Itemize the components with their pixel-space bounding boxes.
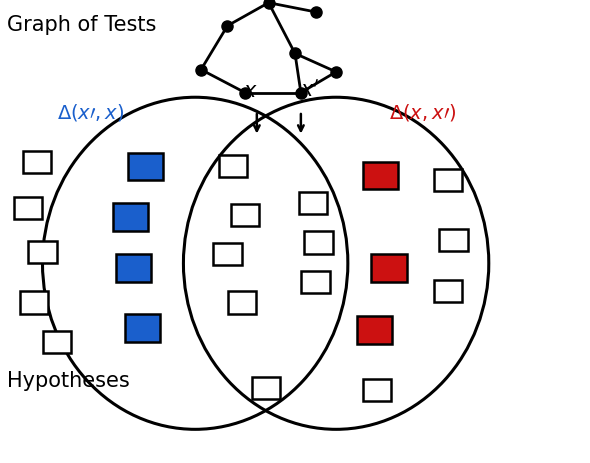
- Bar: [228, 292, 256, 314]
- Text: $\Delta(x,x\prime)$: $\Delta(x,x\prime)$: [389, 101, 456, 122]
- Text: Graph of Tests: Graph of Tests: [7, 15, 156, 35]
- Bar: [28, 241, 57, 263]
- Bar: [362, 163, 398, 190]
- Bar: [251, 377, 280, 399]
- Bar: [357, 317, 392, 344]
- Bar: [214, 244, 241, 266]
- Bar: [434, 280, 462, 302]
- Bar: [22, 151, 51, 174]
- Bar: [219, 156, 247, 178]
- Bar: [14, 197, 42, 219]
- Bar: [127, 153, 163, 181]
- Bar: [124, 314, 160, 342]
- Bar: [440, 230, 468, 252]
- Bar: [304, 232, 333, 254]
- Bar: [371, 255, 407, 282]
- Bar: [43, 331, 71, 353]
- Bar: [113, 204, 148, 232]
- Bar: [231, 204, 259, 226]
- Bar: [299, 193, 327, 215]
- Bar: [19, 292, 48, 314]
- Bar: [301, 271, 330, 293]
- Bar: [363, 379, 391, 401]
- Text: Hypotheses: Hypotheses: [7, 370, 130, 390]
- Text: $x'$: $x'$: [300, 78, 320, 100]
- Text: $\Delta(x\prime,x)$: $\Delta(x\prime,x)$: [57, 101, 124, 122]
- Text: $x$: $x$: [244, 81, 258, 100]
- Bar: [116, 255, 151, 282]
- Bar: [434, 170, 462, 192]
